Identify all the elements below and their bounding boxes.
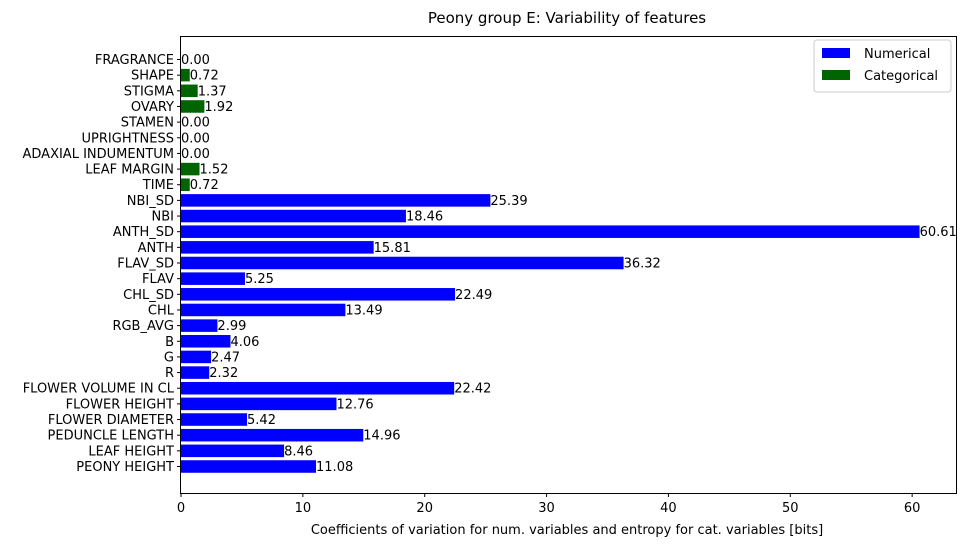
data-label: 0.72 (190, 178, 219, 193)
y-tick-label: NBI_SD (127, 194, 174, 209)
data-label: 22.49 (455, 288, 492, 303)
y-tick-label: FLOWER DIAMETER (48, 413, 174, 428)
bar (181, 397, 337, 411)
bar (181, 241, 374, 254)
bar (181, 209, 406, 223)
legend-entry: Categorical (864, 69, 938, 84)
bar (181, 225, 920, 238)
y-tick-label: NBI (152, 210, 174, 225)
data-label: 5.25 (245, 272, 274, 287)
bar (181, 288, 456, 301)
bar (181, 335, 231, 348)
bar (181, 350, 212, 364)
y-tick-label: ANTH_SD (113, 225, 174, 240)
y-tick-label: FLAV (142, 272, 174, 287)
legend-swatch (822, 48, 850, 58)
value-labels-layer: 11.088.46 14.96 5.42 12.76 22.42 2.322.474.06… (181, 53, 957, 475)
y-tick-label: LEAF HEIGHT (88, 444, 174, 459)
y-tick-label: SHAPE (131, 69, 174, 84)
chart-title: Peony group E: Variability of features (428, 9, 706, 27)
bar (181, 366, 210, 379)
legend: Numerical Categorical (813, 39, 952, 93)
y-tick-label: CHL (148, 303, 175, 318)
y-tick-label: CHL_SD (123, 288, 174, 303)
bar (181, 303, 346, 317)
data-label: 15.81 (374, 241, 411, 256)
plot-frame (180, 36, 957, 494)
data-label: 2.32 (209, 366, 238, 381)
data-label: 14.96 (363, 429, 400, 444)
data-label: 1.92 (204, 100, 233, 115)
x-tick-label: 40 (660, 501, 677, 516)
x-tick-label: 50 (782, 501, 799, 516)
y-tick-label: FLOWER VOLUME IN CL (23, 382, 175, 397)
data-label: 8.46 (284, 444, 313, 459)
data-label: 2.47 (211, 350, 240, 365)
data-label: 11.08 (316, 460, 353, 475)
bar (181, 460, 317, 473)
y-tick-label: FLAV_SD (117, 257, 174, 272)
data-label: 0.00 (181, 131, 210, 146)
y-tick-label: G (164, 350, 174, 365)
bar (181, 194, 491, 207)
data-label: 18.46 (406, 210, 443, 225)
y-tick-label: OVARY (131, 100, 174, 115)
data-label: 22.42 (454, 382, 491, 397)
data-label: 0.00 (181, 116, 210, 131)
x-tick-label: 0 (177, 501, 185, 516)
y-tick-label: RGB_AVG (112, 319, 174, 334)
bars-layer (181, 68, 920, 473)
y-tick-label: STAMEN (121, 116, 174, 131)
data-label: 36.32 (624, 257, 661, 272)
bar (181, 256, 624, 270)
y-tick-label: FRAGRANCE (95, 53, 174, 68)
data-label: 0.00 (181, 53, 210, 68)
legend-entry: Numerical (864, 47, 930, 62)
bar (181, 272, 245, 285)
bar (181, 319, 218, 332)
data-label: 25.39 (490, 194, 527, 209)
data-label: 2.99 (217, 319, 246, 334)
bar (181, 381, 455, 395)
y-tick-label: R (165, 366, 174, 381)
bar (181, 68, 190, 82)
data-label: 4.06 (230, 335, 259, 350)
bar (181, 428, 364, 442)
y-tick-label: LEAF MARGIN (85, 163, 174, 178)
y-tick-label: PEDUNCLE LENGTH (48, 429, 174, 444)
data-label: 60.61 (920, 225, 957, 240)
y-tick-label: B (165, 335, 174, 350)
bar (181, 178, 190, 191)
y-tick-label: STIGMA (124, 84, 174, 99)
data-label: 0.72 (190, 69, 219, 84)
data-label: 13.49 (345, 303, 382, 318)
data-label: 1.37 (198, 84, 227, 99)
bar (181, 84, 198, 98)
bar (181, 162, 200, 176)
x-axis-label: Coefficients of variation for num. varia… (311, 523, 823, 538)
data-label: 1.52 (200, 163, 229, 178)
x-tick-label: 10 (295, 501, 312, 516)
data-label: 12.76 (336, 397, 373, 412)
y-tick-label: ANTH (138, 241, 174, 256)
y-tick-label: FLOWER HEIGHT (66, 397, 174, 412)
bar (181, 100, 205, 113)
y-tick-label: UPRIGHTNESS (82, 131, 174, 146)
y-tick-label: ADAXIAL INDUMENTUM (23, 147, 175, 162)
bar (181, 413, 248, 426)
x-tick-label: 30 (538, 501, 555, 516)
x-tick-label: 60 (904, 501, 921, 516)
data-label: 5.42 (247, 413, 276, 428)
bar (181, 444, 285, 458)
data-label: 0.00 (181, 147, 210, 162)
x-tick-label: 20 (416, 501, 433, 516)
y-tick-label: PEONY HEIGHT (76, 460, 174, 475)
x-axis: 0 10 20 30 40 50 60 (177, 493, 921, 516)
y-tick-label: TIME (142, 178, 174, 193)
legend-swatch (822, 70, 850, 80)
